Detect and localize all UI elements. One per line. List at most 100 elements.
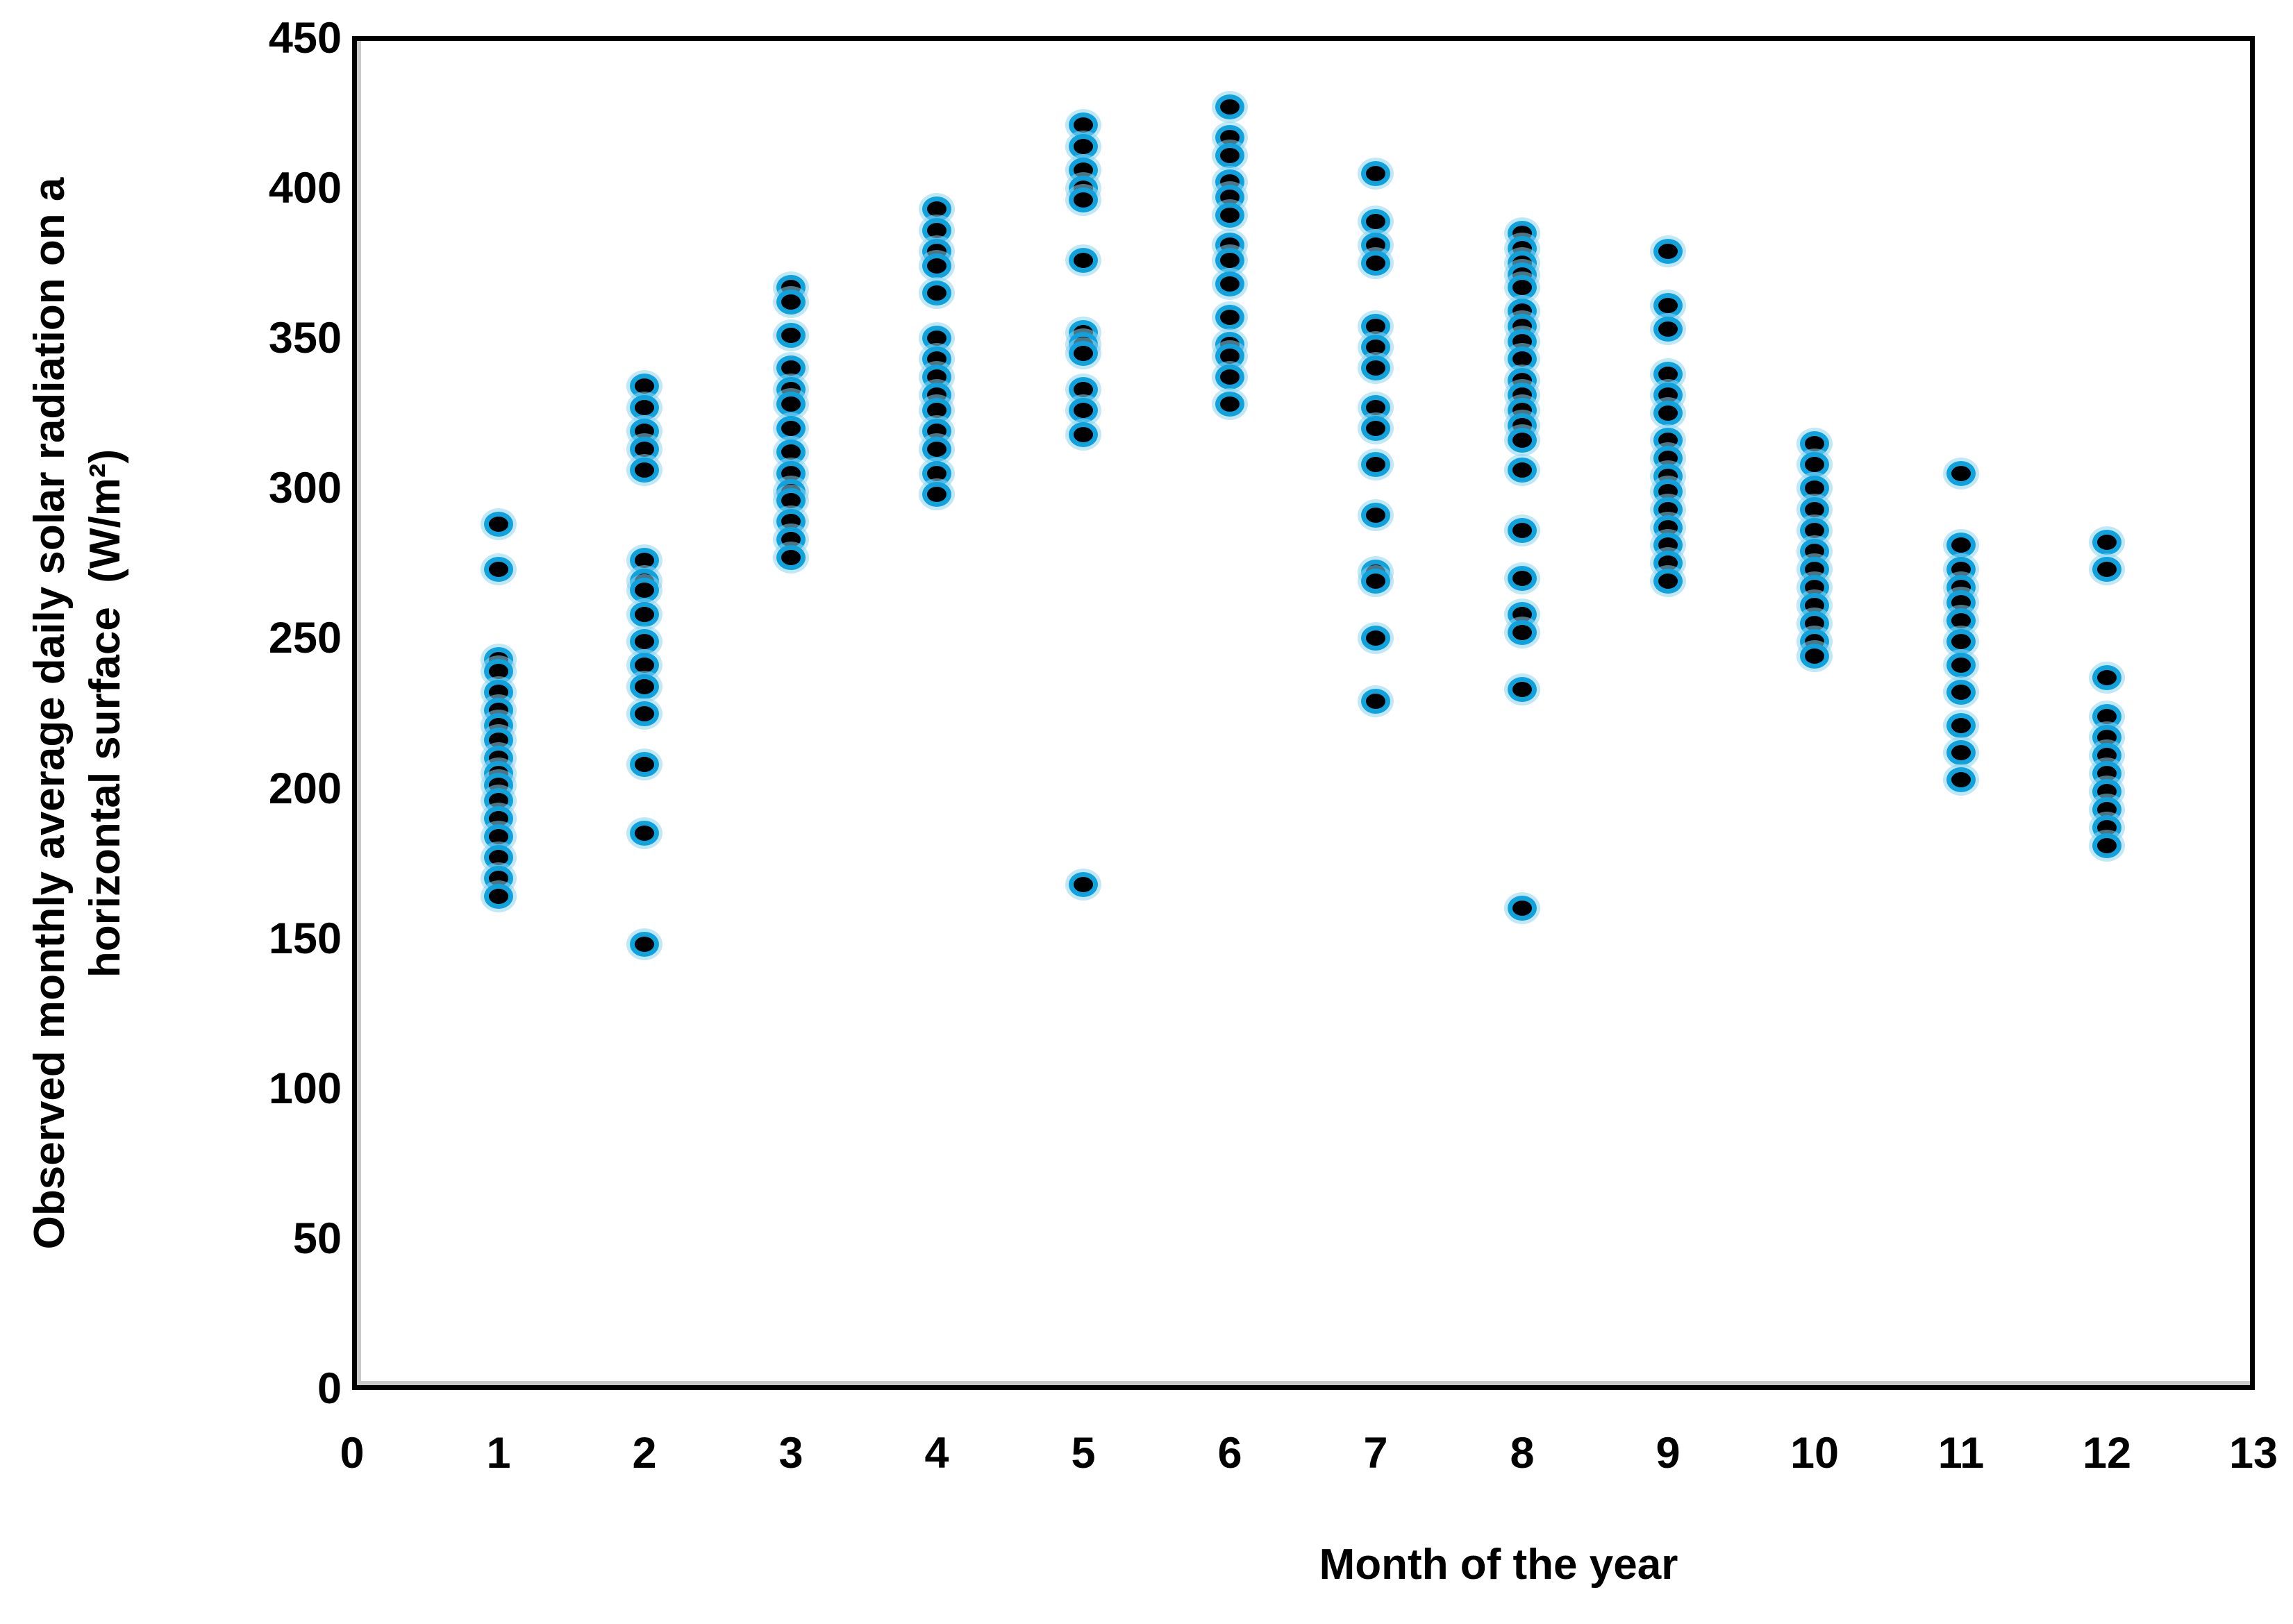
data-point bbox=[1800, 497, 1829, 522]
data-point bbox=[1215, 305, 1244, 330]
data-point bbox=[1508, 677, 1537, 702]
y-axis-title-rotated: Observed monthly average daily solar rad… bbox=[15, 38, 140, 1389]
data-point bbox=[1946, 653, 1976, 678]
data-point bbox=[1653, 239, 1683, 264]
x-tick-label: 13 bbox=[2228, 1429, 2278, 1477]
data-point bbox=[1361, 209, 1390, 234]
data-point bbox=[1361, 161, 1390, 186]
data-point bbox=[1361, 355, 1390, 380]
data-point bbox=[1508, 518, 1537, 543]
data-point bbox=[922, 281, 951, 305]
data-point bbox=[1215, 365, 1244, 390]
data-point bbox=[630, 932, 659, 957]
data-point bbox=[630, 395, 659, 420]
data-point bbox=[1361, 569, 1390, 594]
data-point bbox=[1946, 740, 1976, 765]
data-point bbox=[1069, 398, 1098, 423]
data-point bbox=[1069, 341, 1098, 366]
data-point bbox=[630, 674, 659, 699]
data-point bbox=[2092, 833, 2121, 858]
data-point bbox=[1508, 896, 1537, 921]
x-tick-label: 10 bbox=[1790, 1429, 1840, 1477]
data-point bbox=[630, 752, 659, 777]
x-axis-title: Month of the year bbox=[1319, 1541, 1678, 1589]
data-point bbox=[1215, 203, 1244, 228]
data-point bbox=[1946, 533, 1976, 558]
data-point bbox=[1069, 872, 1098, 897]
data-point bbox=[1215, 392, 1244, 417]
data-point bbox=[1946, 767, 1976, 792]
data-point bbox=[1946, 461, 1976, 486]
x-tick-label: 4 bbox=[924, 1429, 949, 1477]
data-point bbox=[776, 290, 806, 315]
data-point bbox=[1653, 293, 1683, 318]
data-point bbox=[630, 821, 659, 846]
x-tick-label: 3 bbox=[778, 1429, 803, 1477]
data-point bbox=[484, 557, 513, 582]
y-tick-label: 400 bbox=[268, 164, 342, 212]
x-tick-label: 7 bbox=[1363, 1429, 1388, 1477]
data-point bbox=[1361, 626, 1390, 651]
data-point bbox=[1069, 134, 1098, 159]
y-tick-label: 300 bbox=[268, 464, 342, 512]
data-point bbox=[2092, 557, 2121, 582]
data-point bbox=[922, 482, 951, 507]
data-point bbox=[1653, 569, 1683, 594]
y-axis-title: Observed monthly average daily solar rad… bbox=[15, 38, 140, 1389]
x-tick-label: 12 bbox=[2082, 1429, 2132, 1477]
data-point bbox=[1361, 503, 1390, 528]
y-tick-label: 0 bbox=[317, 1364, 342, 1413]
data-point bbox=[2092, 530, 2121, 555]
data-point bbox=[776, 323, 806, 348]
x-tick-label: 11 bbox=[1937, 1429, 1985, 1477]
data-point bbox=[1800, 644, 1829, 669]
data-point bbox=[1069, 248, 1098, 273]
data-point bbox=[1508, 428, 1537, 453]
data-point bbox=[776, 416, 806, 441]
x-tick-label: 1 bbox=[486, 1429, 511, 1477]
x-tick-label: 0 bbox=[340, 1429, 365, 1477]
data-point bbox=[1361, 416, 1390, 441]
x-tick-label: 5 bbox=[1071, 1429, 1096, 1477]
data-point bbox=[630, 602, 659, 627]
x-tick-label: 6 bbox=[1217, 1429, 1242, 1477]
data-point bbox=[1361, 452, 1390, 477]
data-point bbox=[2092, 665, 2121, 690]
x-tick-label: 8 bbox=[1510, 1429, 1535, 1477]
data-point bbox=[1508, 620, 1537, 645]
y-axis-title-line2: horizontal surface (W/m²) bbox=[81, 449, 129, 978]
y-tick-label: 350 bbox=[268, 314, 342, 362]
data-point bbox=[484, 884, 513, 909]
data-point bbox=[1946, 629, 1976, 654]
data-point bbox=[776, 545, 806, 570]
data-point bbox=[1069, 422, 1098, 447]
data-point bbox=[1508, 458, 1537, 483]
y-tick-label: 50 bbox=[292, 1214, 342, 1263]
data-point bbox=[1653, 401, 1683, 426]
data-point bbox=[630, 578, 659, 603]
data-point bbox=[1215, 143, 1244, 168]
data-point bbox=[1508, 275, 1537, 300]
data-point bbox=[484, 512, 513, 537]
data-point bbox=[1215, 94, 1244, 119]
data-point bbox=[1215, 248, 1244, 273]
data-point bbox=[922, 253, 951, 278]
y-axis-title-line1: Observed monthly average daily solar rad… bbox=[26, 177, 74, 1250]
data-point bbox=[922, 437, 951, 462]
x-tick-label: 2 bbox=[632, 1429, 657, 1477]
data-point bbox=[630, 458, 659, 483]
data-point bbox=[630, 701, 659, 726]
y-tick-label: 100 bbox=[268, 1064, 342, 1113]
y-tick-label: 200 bbox=[268, 764, 342, 813]
y-tick-label: 450 bbox=[268, 14, 342, 62]
data-point bbox=[1361, 251, 1390, 276]
data-point bbox=[1800, 452, 1829, 477]
data-point bbox=[1508, 566, 1537, 591]
data-point bbox=[1946, 713, 1976, 738]
y-tick-label: 250 bbox=[268, 614, 342, 662]
plot-area bbox=[352, 36, 2255, 1390]
data-point bbox=[776, 392, 806, 417]
data-point bbox=[1215, 271, 1244, 296]
data-point bbox=[1653, 317, 1683, 342]
